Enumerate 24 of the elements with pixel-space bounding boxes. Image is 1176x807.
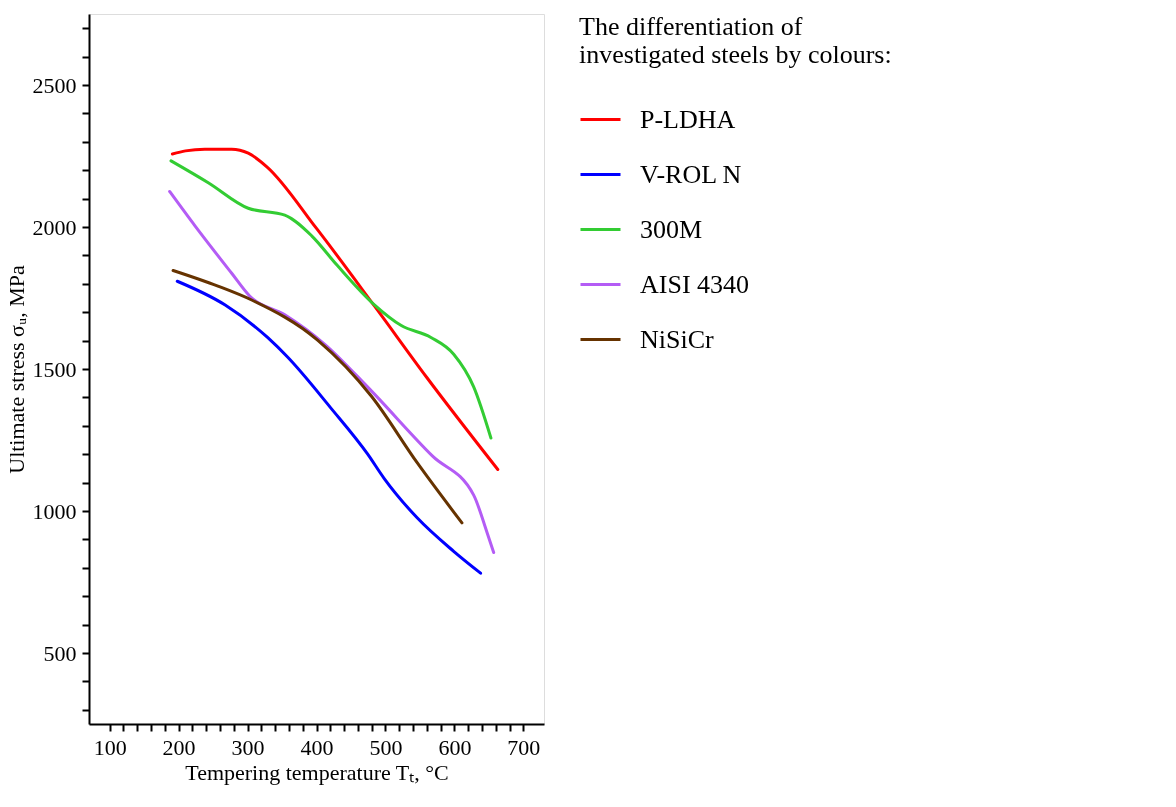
x-axis-title: Tempering temperature Tₜ, °C [185,759,449,785]
x-tick-label: 500 [369,734,403,760]
line-series [171,268,464,525]
y-tick-label: 2000 [32,214,77,240]
y-tick-label: 2500 [32,72,77,98]
x-tick-label: 700 [507,734,541,760]
y-tick-label: 1000 [32,498,77,524]
legend-label: P-LDHA [640,104,736,134]
x-tick-label: 400 [300,734,334,760]
y-tick-label: 500 [43,640,77,666]
legend-label: V-ROL N [640,159,742,189]
x-tick-label: 100 [93,734,127,760]
legend-label: NiSiCr [640,324,715,354]
y-axis-title: Ultimate stress σᵤ, MPa [3,265,29,474]
x-tick-label: 600 [438,734,472,760]
legend-title: The differentiation of investigated steels by colours: [579,12,892,69]
x-tick-label: 200 [162,734,196,760]
legend-label: AISI 4340 [640,269,750,299]
x-tick-label: 300 [231,734,265,760]
line-series [170,147,500,472]
line-series [169,159,493,440]
y-tick-label: 1500 [32,356,77,382]
legend-label: 300M [640,214,703,244]
line-series [175,279,483,575]
